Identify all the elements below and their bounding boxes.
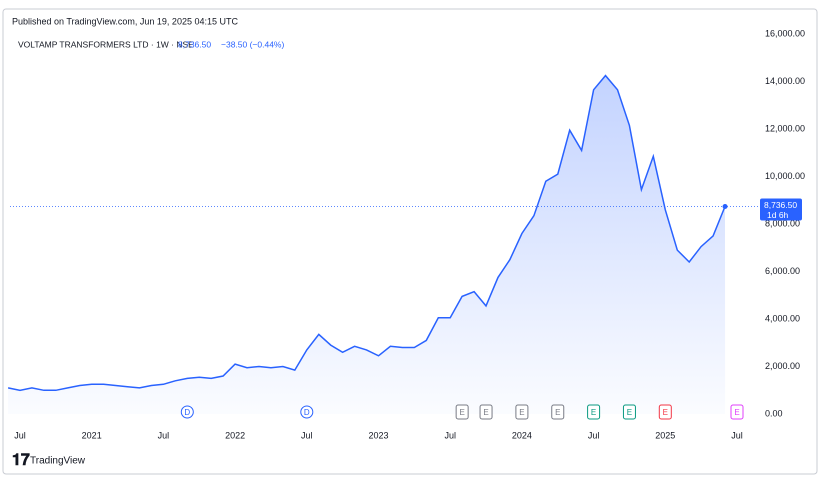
y-tick-label: 6,000.00	[765, 266, 800, 276]
y-tick-label: 8,000.00	[765, 218, 800, 228]
event-marker	[622, 404, 636, 420]
event-marker	[300, 405, 314, 419]
published: Published on TradingView.com, Jun 19, 20…	[12, 16, 238, 26]
event-label: E	[734, 408, 739, 417]
logo-mark: 𝟏𝟕	[12, 452, 30, 469]
x-tick-label: 2025	[655, 430, 675, 440]
event-marker	[587, 404, 601, 420]
event-marker	[180, 405, 194, 419]
event-label: E	[627, 408, 632, 417]
event-label: E	[663, 408, 668, 417]
event-marker	[479, 404, 493, 420]
y-tick-label: 4,000.00	[765, 313, 800, 323]
x-tick-label: 2022	[225, 430, 245, 440]
change: −38.50 (−0.44%)	[221, 39, 284, 49]
event-label: E	[483, 408, 488, 417]
price: 8,736.50	[178, 39, 211, 49]
x-tick-label: Jul	[14, 430, 26, 440]
x-tick-label: Jul	[588, 430, 600, 440]
last-price-label: 8,736.50	[764, 200, 797, 210]
event-label: D	[184, 408, 190, 417]
x-tick-label: 2024	[512, 430, 532, 440]
event-label: D	[304, 408, 310, 417]
x-tick-label: Jul	[301, 430, 313, 440]
event-marker	[551, 404, 565, 420]
event-label: E	[519, 408, 524, 417]
price-line	[7, 74, 726, 392]
symbol-title: VOLTAMP TRANSFORMERS LTD · 1W · NSE	[18, 39, 194, 49]
area-fill	[8, 75, 726, 414]
event-label: E	[591, 408, 596, 417]
event-marker	[515, 404, 529, 420]
countdown: 1d 6h	[767, 210, 789, 220]
event-marker	[730, 404, 744, 420]
y-tick-label: 2,000.00	[765, 361, 800, 371]
last-point	[722, 204, 728, 210]
x-tick-label: Jul	[444, 430, 456, 440]
x-tick-label: Jul	[731, 430, 743, 440]
y-tick-label: 16,000.00	[765, 28, 805, 38]
y-tick-label: 14,000.00	[765, 76, 805, 86]
y-tick-label: 12,000.00	[765, 123, 805, 133]
event-label: E	[459, 408, 464, 417]
last-price-box	[760, 198, 802, 221]
x-tick-label: 2021	[82, 430, 102, 440]
x-tick-label: Jul	[158, 430, 170, 440]
x-tick-label: 2023	[368, 430, 388, 440]
event-label: E	[555, 408, 560, 417]
event-marker	[658, 404, 672, 420]
logo: TradingView	[30, 456, 86, 467]
y-tick-label: 10,000.00	[765, 171, 805, 181]
y-tick-label: 0.00	[765, 408, 783, 418]
event-marker	[455, 404, 469, 420]
